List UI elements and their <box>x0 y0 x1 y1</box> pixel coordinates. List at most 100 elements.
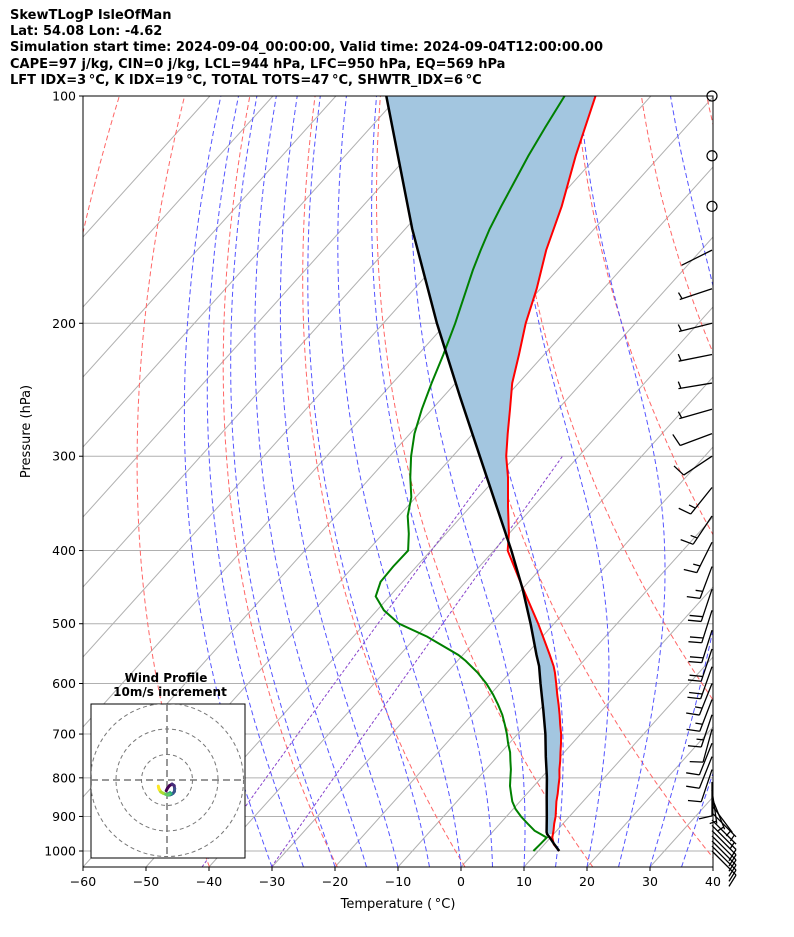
isotherm-30 <box>649 796 713 867</box>
isotherm-10 <box>523 656 713 867</box>
moist-adiabat--10 <box>279 96 399 867</box>
wind-barb <box>687 588 713 623</box>
x-tick-label: 40 <box>705 874 721 889</box>
isotherm--130 <box>83 96 337 378</box>
x-tick-label: 10 <box>516 874 532 889</box>
x-tick-label: 0 <box>457 874 465 889</box>
wind-barb <box>673 455 713 476</box>
wind-barb <box>687 666 713 700</box>
hodograph-ring-30 <box>91 704 244 857</box>
temperature-line <box>505 96 597 852</box>
chart-header: SkewTLogP IsleOfMan Lat: 54.08 Lon: -4.6… <box>10 8 603 89</box>
moist-adiabat-35 <box>681 771 713 867</box>
parcel-line <box>385 96 561 852</box>
wind-barb <box>678 487 713 515</box>
y-axis-label: Pressure (hPa) <box>19 385 34 478</box>
moist-adiabat--25 <box>206 96 304 867</box>
dry-adiabat-250 <box>222 96 338 867</box>
dry-adiabat-390 <box>706 96 713 127</box>
dry-adiabat-290 <box>376 96 594 867</box>
dry-adiabat-350 <box>575 96 713 536</box>
y-tick-label: 100 <box>52 89 76 104</box>
x-tick-label: 20 <box>579 874 595 889</box>
moist-adiabat--15 <box>254 96 367 867</box>
dry-adiabat-210 <box>83 96 120 235</box>
dry-adiabat-370 <box>640 96 713 354</box>
isotherm-40 <box>712 866 713 867</box>
x-tick-label: 30 <box>642 874 658 889</box>
x-tick-label: −30 <box>259 874 285 889</box>
station-coordinates: Lat: 54.08 Lon: -4.62 <box>10 24 163 40</box>
wind-barb <box>686 699 713 732</box>
stability-indices: LFT IDX=3 °C, K IDX=19 °C, TOTAL TOTS=47… <box>10 72 482 88</box>
wind-barb <box>706 200 718 212</box>
wind-barb <box>677 288 713 301</box>
moist-adiabat--30 <box>183 96 273 867</box>
moist-adiabat-25 <box>578 96 666 867</box>
station-title: SkewTLogP IsleOfMan <box>10 8 172 23</box>
moist-adiabat-0 <box>337 96 462 867</box>
isotherm-20 <box>586 726 713 867</box>
moist-adiabat-20 <box>509 96 610 867</box>
axes: −60 −50 −40 −30 −20 −10 0 10 20 30 40 1000 900 800 700… <box>19 89 721 913</box>
mixing-ratio-0.3 <box>271 455 563 867</box>
x-tick-label: −20 <box>322 874 348 889</box>
wind-barb <box>711 819 737 849</box>
wind-barb <box>672 432 713 447</box>
isotherm--30 <box>271 376 713 867</box>
y-tick-label: 300 <box>52 449 76 464</box>
isotherm--10 <box>397 516 713 867</box>
hodograph-frame <box>90 703 246 859</box>
x-axis-label: Temperature ( °C) <box>340 897 456 912</box>
wind-barb <box>686 566 713 600</box>
wind-barb <box>686 756 713 789</box>
x-tick-label: −50 <box>133 874 159 889</box>
wind-barb <box>681 249 713 266</box>
hodograph-title: Wind Profile <box>125 671 208 685</box>
wind-barb <box>687 648 713 682</box>
wind-barb <box>677 408 713 420</box>
wind-barb <box>688 610 713 644</box>
wind-barb <box>686 683 713 716</box>
dry-adiabat-270 <box>302 96 466 867</box>
simulation-times: Simulation start time: 2024-09-04_00:00:… <box>10 40 603 56</box>
dry-adiabat-410 <box>772 96 794 867</box>
y-tick-label: 600 <box>52 676 76 691</box>
moist-adiabat--20 <box>230 96 336 867</box>
hodograph-subtitle: 10m/s increment <box>113 685 227 699</box>
wind-barb <box>687 714 713 748</box>
moist-adiabat-5 <box>371 96 493 867</box>
y-tick-label: 900 <box>52 809 76 824</box>
cape-area <box>386 96 596 835</box>
dewpoint-line <box>374 96 566 852</box>
convective-parameters: CAPE=97 j/kg, CIN=0 j/kg, LCL=944 hPa, L… <box>10 56 506 72</box>
wind-barb <box>683 541 713 574</box>
isotherm--40 <box>208 306 713 867</box>
y-tick-label: 800 <box>52 770 76 785</box>
wind-barb <box>711 830 737 867</box>
y-tick-label: 400 <box>52 543 76 558</box>
wind-barb <box>698 781 713 820</box>
y-tick-label: 700 <box>52 727 76 742</box>
y-tick-label: 200 <box>52 316 76 331</box>
isotherm--100 <box>83 96 526 588</box>
wind-barb <box>680 515 713 545</box>
dry-adiabat-330 <box>510 96 713 701</box>
isotherm--110 <box>83 96 463 518</box>
x-tick-label: −10 <box>385 874 411 889</box>
wind-barb <box>677 381 713 390</box>
wind-barb <box>689 729 713 763</box>
x-tick-label: −60 <box>70 874 96 889</box>
wind-barb <box>706 150 718 162</box>
sounding-profiles <box>374 96 597 852</box>
moist-adiabat-30 <box>649 96 713 867</box>
y-tick-label: 500 <box>52 616 76 631</box>
wind-barb <box>677 353 713 362</box>
dry-adiabat-230 <box>136 96 210 867</box>
isotherm-0 <box>460 586 713 867</box>
isotherm--150 <box>83 96 211 238</box>
isotherm--140 <box>83 96 274 308</box>
wind-barb <box>687 769 713 803</box>
